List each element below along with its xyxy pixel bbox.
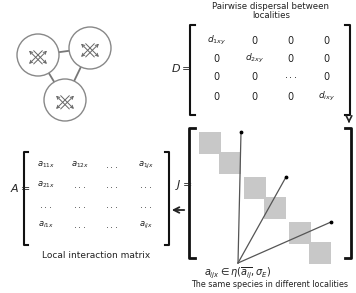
Text: $...$: $...$ xyxy=(73,180,87,190)
Text: $0$: $0$ xyxy=(251,70,259,82)
Text: $a_{1jx}$: $a_{1jx}$ xyxy=(138,159,154,171)
Text: $a_{ijx}$: $a_{ijx}$ xyxy=(139,219,153,231)
Text: $d_{2xy}$: $d_{2xy}$ xyxy=(245,52,265,64)
Text: $0$: $0$ xyxy=(323,52,331,64)
Bar xyxy=(289,222,331,264)
Circle shape xyxy=(44,79,86,121)
Text: $J=$: $J=$ xyxy=(174,178,192,192)
Text: $0$: $0$ xyxy=(213,52,221,64)
Text: $...$: $...$ xyxy=(73,221,87,229)
Circle shape xyxy=(17,34,59,76)
Text: $d_{1xy}$: $d_{1xy}$ xyxy=(207,33,227,47)
Text: Local interaction matrix: Local interaction matrix xyxy=(42,251,151,260)
Text: The same species in different localities: The same species in different localities xyxy=(192,280,349,289)
Text: $0$: $0$ xyxy=(287,90,295,102)
Bar xyxy=(266,177,286,197)
Text: $...$: $...$ xyxy=(105,180,119,190)
Text: $...$: $...$ xyxy=(105,200,119,209)
Text: $0$: $0$ xyxy=(323,70,331,82)
Bar xyxy=(199,154,219,174)
Text: $a_{21x}$: $a_{21x}$ xyxy=(37,180,55,190)
Text: $0$: $0$ xyxy=(251,34,259,46)
Bar xyxy=(199,132,241,174)
Text: $...$: $...$ xyxy=(73,200,87,209)
Text: $0$: $0$ xyxy=(251,90,259,102)
Text: $D=$: $D=$ xyxy=(171,62,192,74)
Bar xyxy=(244,199,264,219)
Bar xyxy=(289,244,309,264)
Text: $0$: $0$ xyxy=(323,34,331,46)
Text: $a_{ijx}\in\eta(\overline{a_{ij}},\sigma_E)$: $a_{ijx}\in\eta(\overline{a_{ij}},\sigma… xyxy=(204,266,272,281)
Text: $...$: $...$ xyxy=(140,180,152,190)
Text: $a_{12x}$: $a_{12x}$ xyxy=(71,160,89,170)
Bar xyxy=(311,222,331,242)
Text: $...$: $...$ xyxy=(105,221,119,229)
Text: $...$: $...$ xyxy=(140,200,152,209)
Text: $...$: $...$ xyxy=(105,161,119,169)
Text: $0$: $0$ xyxy=(213,70,221,82)
Text: $...$: $...$ xyxy=(284,71,298,81)
Text: $d_{ixy}$: $d_{ixy}$ xyxy=(319,89,335,103)
Text: $A=$: $A=$ xyxy=(10,182,31,194)
Text: Pairwise dispersal between: Pairwise dispersal between xyxy=(213,2,330,11)
Text: $0$: $0$ xyxy=(287,52,295,64)
Text: $0$: $0$ xyxy=(287,34,295,46)
Bar xyxy=(221,132,241,152)
Text: $a_{i1x}$: $a_{i1x}$ xyxy=(38,220,54,230)
Text: $a_{11x}$: $a_{11x}$ xyxy=(37,160,55,170)
Text: $0$: $0$ xyxy=(213,90,221,102)
Circle shape xyxy=(69,27,111,69)
Bar xyxy=(244,177,286,219)
Text: $...$: $...$ xyxy=(40,200,53,209)
Text: localities: localities xyxy=(252,11,290,20)
